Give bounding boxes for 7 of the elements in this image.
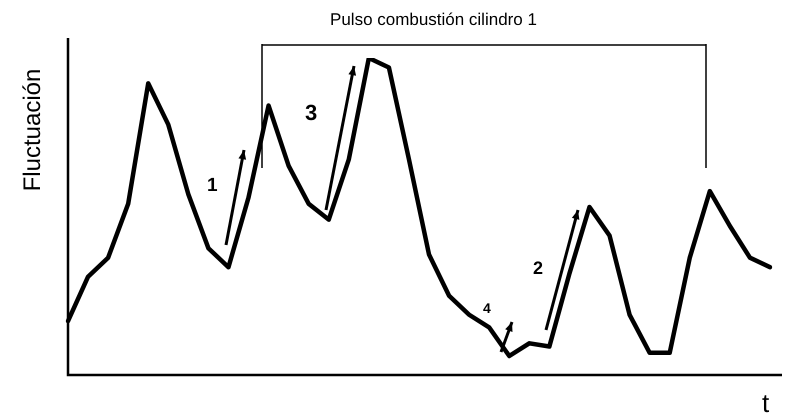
y-axis-title: Fluctuación xyxy=(19,68,47,192)
annotation: 4 xyxy=(483,300,491,316)
text: Pulso combustión cilindro 1 xyxy=(330,10,537,30)
annotation: 2 xyxy=(533,258,544,279)
x-axis-title: t xyxy=(762,388,770,419)
annotation: 1 xyxy=(207,175,218,197)
annotation: 3 xyxy=(305,100,318,126)
